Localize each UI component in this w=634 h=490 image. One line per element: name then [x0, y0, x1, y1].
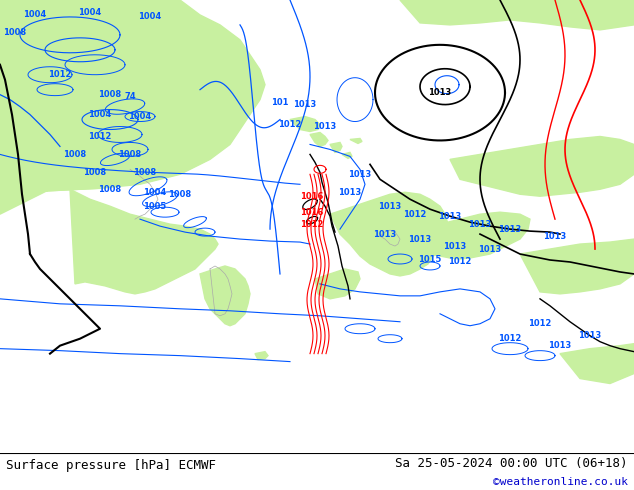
Polygon shape: [400, 0, 634, 30]
Polygon shape: [350, 139, 362, 144]
Polygon shape: [315, 269, 360, 299]
Polygon shape: [560, 343, 634, 384]
Text: 1015: 1015: [418, 254, 442, 264]
Text: 1008: 1008: [133, 168, 157, 177]
Text: 1004: 1004: [88, 110, 112, 119]
Text: 1013: 1013: [378, 202, 401, 211]
Text: 101: 101: [271, 98, 288, 107]
Text: 74: 74: [124, 92, 136, 101]
Text: 1013: 1013: [479, 245, 501, 253]
Text: 1012: 1012: [48, 70, 72, 79]
Text: 1013: 1013: [498, 224, 522, 234]
Polygon shape: [290, 117, 320, 131]
Text: 1013: 1013: [408, 235, 432, 244]
Text: 1016: 1016: [301, 192, 324, 201]
Text: 1008: 1008: [169, 190, 191, 199]
Polygon shape: [330, 143, 342, 152]
Text: 1013: 1013: [469, 220, 491, 229]
Polygon shape: [380, 212, 530, 259]
Polygon shape: [200, 266, 250, 326]
Text: 1008: 1008: [98, 90, 122, 99]
Text: 1012: 1012: [528, 319, 552, 328]
Text: 1013: 1013: [429, 88, 451, 97]
Text: 1013: 1013: [348, 170, 372, 179]
Text: Surface pressure [hPa] ECMWF: Surface pressure [hPa] ECMWF: [6, 459, 216, 471]
Text: 1012: 1012: [403, 210, 427, 219]
Text: Sa 25-05-2024 00:00 UTC (06+18): Sa 25-05-2024 00:00 UTC (06+18): [395, 457, 628, 470]
Text: 1008: 1008: [119, 150, 141, 159]
Text: 1012: 1012: [448, 257, 472, 267]
Text: 1004: 1004: [128, 112, 152, 121]
Text: 1008: 1008: [63, 150, 87, 159]
Text: 1013: 1013: [438, 212, 462, 220]
Text: 1013: 1013: [548, 341, 572, 350]
Polygon shape: [255, 352, 268, 360]
Text: 1004: 1004: [143, 188, 167, 197]
Text: 1013: 1013: [443, 242, 467, 250]
Text: 1008: 1008: [98, 185, 122, 194]
Text: 1013: 1013: [313, 122, 337, 131]
Text: ©weatheronline.co.uk: ©weatheronline.co.uk: [493, 477, 628, 487]
Text: 1013: 1013: [339, 188, 361, 197]
Text: 1012: 1012: [301, 220, 324, 229]
Text: 1013: 1013: [294, 100, 316, 109]
Text: 1013: 1013: [373, 230, 397, 239]
Text: 1008: 1008: [84, 168, 107, 177]
Polygon shape: [520, 239, 634, 294]
Text: 1013: 1013: [578, 331, 602, 340]
Text: 1012: 1012: [498, 334, 522, 343]
Polygon shape: [0, 0, 265, 194]
Polygon shape: [450, 137, 634, 196]
Polygon shape: [310, 132, 328, 147]
Polygon shape: [0, 134, 160, 214]
Polygon shape: [330, 192, 448, 276]
Text: 1008: 1008: [3, 28, 27, 37]
Text: 1016: 1016: [301, 208, 324, 217]
Text: 1004: 1004: [79, 8, 101, 18]
Text: 1004: 1004: [23, 10, 47, 20]
Polygon shape: [342, 152, 352, 158]
Text: 1013: 1013: [543, 232, 567, 241]
Polygon shape: [70, 189, 218, 294]
Text: 1005: 1005: [143, 202, 167, 211]
Text: 1012: 1012: [88, 132, 112, 141]
Text: 1004: 1004: [138, 12, 162, 22]
Text: 1012: 1012: [278, 120, 302, 129]
